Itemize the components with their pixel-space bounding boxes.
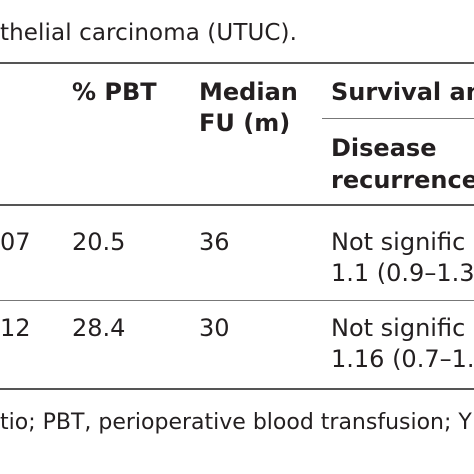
row1-recurrence-line2: 1.1 (0.9–1.3 <box>331 259 474 287</box>
header-bottom-rule <box>0 204 474 206</box>
row1-pbt: 20.5 <box>72 228 126 256</box>
header-median-line2: FU (m) <box>199 109 291 137</box>
row2-recurrence-line2: 1.16 (0.7–1. <box>331 345 474 373</box>
table-top-rule <box>0 62 474 64</box>
row1-n: 07 <box>0 228 31 256</box>
table-bottom-rule <box>0 388 474 390</box>
header-disease-line2: recurrence <box>331 166 474 194</box>
header-disease-line1: Disease <box>331 134 437 162</box>
table-caption: thelial carcinoma (UTUC). <box>0 20 298 46</box>
row2-n: 12 <box>0 314 31 342</box>
row2-pbt: 28.4 <box>72 314 126 342</box>
row1-recurrence-line1: Not signific <box>331 228 466 256</box>
row2-fu: 30 <box>199 314 230 342</box>
header-pbt: % PBT <box>72 78 157 106</box>
row1-fu: 36 <box>199 228 230 256</box>
header-survival: Survival an <box>331 78 474 106</box>
row-divider <box>0 300 474 301</box>
table-footnote: tio; PBT, perioperative blood transfusio… <box>0 410 472 435</box>
row2-recurrence-line1: Not signific <box>331 314 466 342</box>
header-subgroup-rule <box>322 118 474 119</box>
header-median-line1: Median <box>199 78 298 106</box>
